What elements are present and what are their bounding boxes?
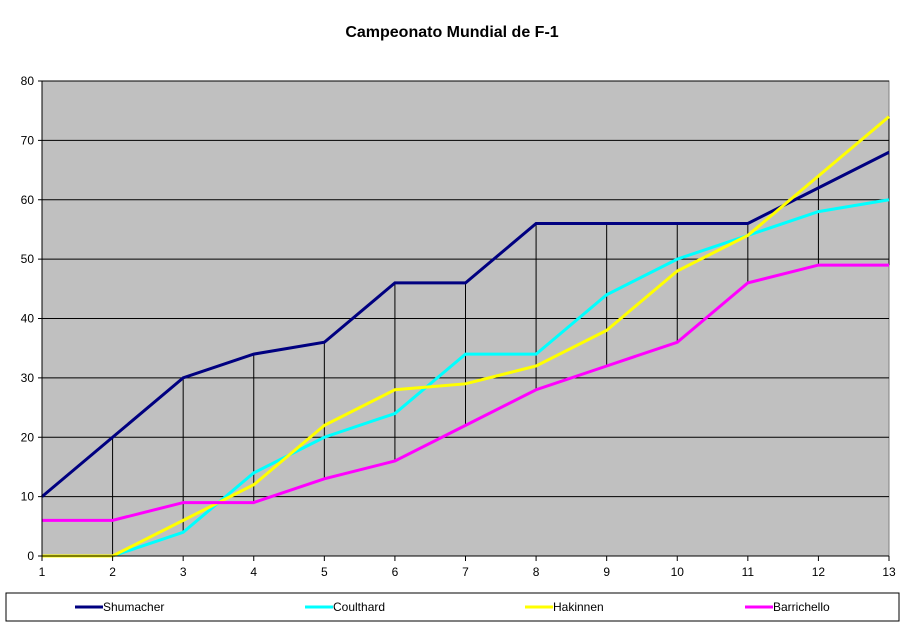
series-line-hakinnen: [42, 115, 890, 558]
y-tick-label: 30: [21, 371, 35, 385]
x-tick-label: 7: [462, 565, 469, 579]
series-lines: [41, 115, 890, 558]
x-tick-label: 12: [812, 565, 826, 579]
series-line-barrichello: [42, 263, 889, 522]
x-tick-label: 13: [882, 565, 896, 579]
y-tick-label: 40: [21, 312, 35, 326]
legend-label-hakinnen: Hakinnen: [553, 600, 604, 614]
x-tick-label: 9: [603, 565, 610, 579]
y-tick-label: 10: [21, 490, 35, 504]
y-tick-label: 20: [21, 430, 35, 444]
x-tick-label: 11: [742, 565, 755, 579]
x-tick-label: 5: [321, 565, 328, 579]
x-tick-label: 3: [180, 565, 187, 579]
x-tick-label: 2: [109, 565, 116, 579]
legend: Shumacher Coulthard Hakinnen Barrichello: [5, 592, 900, 622]
y-tick-label: 0: [27, 549, 34, 563]
x-tick-label: 6: [392, 565, 399, 579]
y-tick-label: 50: [21, 252, 35, 266]
x-tick-label: 1: [39, 565, 46, 579]
legend-label-coulthard: Coulthard: [333, 600, 385, 614]
y-tick-label: 70: [21, 133, 35, 147]
y-tick-label: 80: [21, 74, 35, 88]
chart-title: Campeonato Mundial de F-1: [345, 24, 558, 41]
y-tick-label: 60: [21, 193, 35, 207]
x-tick-label: 10: [671, 565, 685, 579]
legend-label-shumacher: Shumacher: [103, 600, 164, 614]
legend-label-barrichello: Barrichello: [773, 600, 830, 614]
x-tick-label: 4: [250, 565, 257, 579]
x-tick-label: 8: [533, 565, 540, 579]
series-line-shumacher: [41, 150, 890, 498]
